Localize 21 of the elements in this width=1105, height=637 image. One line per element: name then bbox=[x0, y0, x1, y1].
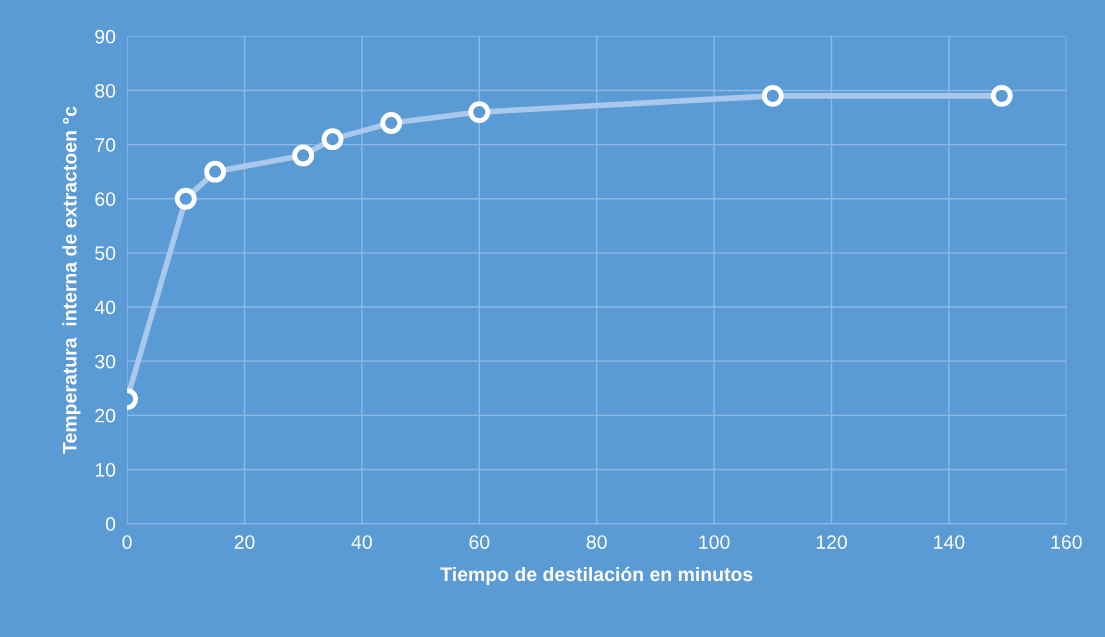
y-tick-label: 40 bbox=[94, 300, 116, 315]
y-axis-title: Temperatura interna de extractoen °c bbox=[62, 106, 81, 454]
y-tick-label: 60 bbox=[95, 192, 116, 206]
x-tick-label: 20 bbox=[234, 535, 255, 550]
y-tick-label: 0 bbox=[105, 517, 116, 531]
x-tick-label: 0 bbox=[122, 535, 132, 550]
x-tick-label: 40 bbox=[351, 535, 372, 550]
x-axis-title: Tiempo de destilación en minutos bbox=[440, 566, 753, 586]
x-tick-label: 100 bbox=[699, 535, 730, 550]
x-tick-label: 60 bbox=[469, 535, 490, 550]
x-tick-label: 140 bbox=[934, 535, 965, 550]
x-tick-label: 160 bbox=[1051, 535, 1082, 550]
x-tick-label: 80 bbox=[586, 535, 607, 550]
y-tick-label: 30 bbox=[95, 354, 116, 369]
y-tick-label: 80 bbox=[95, 83, 116, 98]
y-tick-label: 20 bbox=[95, 408, 116, 423]
y-tick-label: 50 bbox=[95, 246, 116, 261]
y-tick-label: 10 bbox=[95, 462, 116, 477]
x-tick-label: 120 bbox=[816, 535, 847, 550]
y-tick-label: 70 bbox=[95, 138, 116, 152]
y-tick-label: 90 bbox=[95, 29, 116, 44]
